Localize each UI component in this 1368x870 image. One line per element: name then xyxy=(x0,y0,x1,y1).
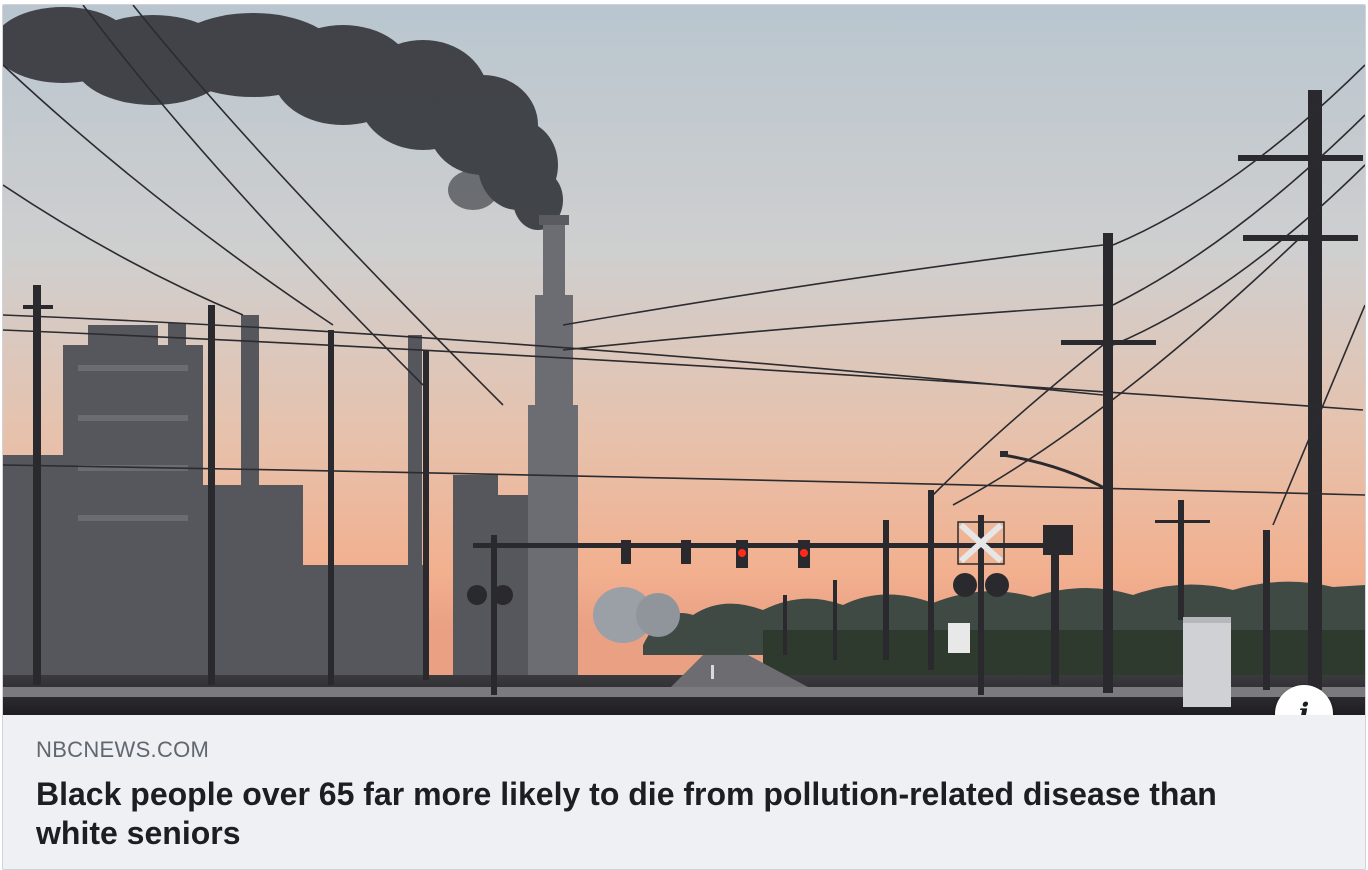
link-caption[interactable]: NBCNEWS.COM Black people over 65 far mor… xyxy=(3,715,1365,869)
article-photo[interactable] xyxy=(3,5,1365,715)
source-domain: NBCNEWS.COM xyxy=(36,737,210,762)
link-preview-card[interactable]: i NBCNEWS.COM Black people over 65 far m… xyxy=(2,4,1366,870)
info-icon: i xyxy=(1298,697,1310,730)
article-headline[interactable]: Black people over 65 far more likely to … xyxy=(36,776,1217,851)
